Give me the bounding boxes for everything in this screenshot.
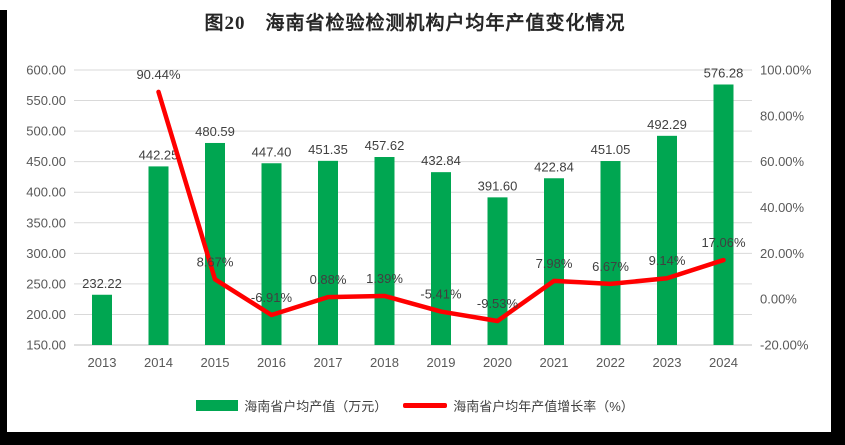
x-axis-label: 2014 [144, 355, 173, 370]
legend-line-label: 海南省户均年产值增长率（%） [453, 399, 634, 414]
bar-2018 [374, 157, 395, 345]
line-value-label: 1.39% [366, 271, 403, 286]
x-axis-label: 2024 [709, 355, 738, 370]
left-axis-tick: 300.00 [26, 246, 66, 261]
bar-value-label: 232.22 [82, 276, 122, 291]
bar-value-label: 576.28 [704, 65, 744, 80]
bar-2017 [318, 160, 338, 345]
x-axis-label: 2021 [540, 355, 569, 370]
chart-legend: 海南省户均产值（万元） 海南省户均年产值增长率（%） [0, 396, 830, 415]
legend-line-swatch-icon [403, 403, 448, 408]
bar-2014 [148, 166, 169, 345]
left-axis-tick: 450.00 [26, 154, 66, 169]
bar-value-label: 451.05 [591, 142, 631, 157]
right-axis-tick: 80.00% [760, 108, 805, 123]
left-axis-tick: 400.00 [26, 185, 66, 200]
bar-2013 [92, 294, 112, 345]
right-axis-tick: 40.00% [760, 200, 805, 215]
left-axis-tick: 550.00 [26, 93, 66, 108]
bar-2016 [261, 163, 282, 345]
right-axis-tick: 60.00% [760, 154, 805, 169]
chart-title: 图20 海南省检验检测机构户均年产值变化情况 [204, 13, 626, 34]
bar-2019 [431, 172, 451, 345]
right-axis-tick: 0.00% [760, 292, 797, 307]
right-axis-tick: 20.00% [760, 246, 805, 261]
line-value-label: 8.67% [197, 254, 234, 269]
left-axis-tick: 500.00 [26, 124, 66, 139]
right-axis-tick: 100.00% [760, 63, 812, 78]
line-value-label: 6.67% [592, 259, 629, 274]
bar-value-label: 432.84 [421, 153, 461, 168]
x-axis-label: 2016 [257, 355, 286, 370]
x-axis-label: 2020 [483, 355, 512, 370]
line-value-label: 7.98% [536, 256, 573, 271]
black-border-right [831, 0, 845, 445]
line-value-label: 9.14% [649, 253, 686, 268]
x-axis-label: 2022 [596, 355, 625, 370]
x-axis-label: 2015 [201, 355, 230, 370]
line-value-label: -9.53% [477, 296, 519, 311]
x-axis-label: 2013 [88, 355, 117, 370]
bar-2015 [205, 142, 225, 345]
bar-value-label: 480.59 [195, 124, 235, 139]
bar-value-label: 447.40 [252, 144, 292, 159]
left-axis-tick: 200.00 [26, 307, 66, 322]
growth-rate-line [156, 89, 726, 324]
line-value-label: 0.88% [310, 272, 347, 287]
right-axis-tick: -20.00% [760, 338, 809, 353]
legend-bar-label: 海南省户均产值（万元） [244, 399, 388, 414]
black-border-left [0, 10, 7, 445]
line-value-label: -6.91% [251, 290, 293, 305]
bar-2020 [487, 197, 508, 345]
left-axis-tick: 350.00 [26, 215, 66, 230]
bar-2024 [713, 84, 734, 346]
left-axis-tick: 150.00 [26, 338, 66, 353]
bar-value-label: 451.35 [308, 142, 348, 157]
bar-2021 [544, 178, 564, 345]
x-axis-label: 2019 [427, 355, 456, 370]
line-value-label: 90.44% [136, 67, 181, 82]
x-axis-label: 2017 [314, 355, 343, 370]
left-axis-tick: 600.00 [26, 63, 66, 78]
bar-2023 [657, 135, 677, 345]
legend-bar-swatch-icon [196, 400, 239, 411]
bar-value-label: 422.84 [534, 159, 574, 174]
bar-value-label: 492.29 [647, 117, 687, 132]
bar-value-label: 457.62 [365, 138, 405, 153]
bar-2022 [600, 161, 621, 345]
x-axis-label: 2023 [653, 355, 682, 370]
x-axis-label: 2018 [370, 355, 399, 370]
black-border-bottom [0, 432, 845, 445]
bar-value-label: 442.25 [139, 147, 179, 162]
line-value-label: -5.41% [420, 287, 462, 302]
bar-value-label: 391.60 [478, 178, 518, 193]
left-axis-tick: 250.00 [26, 276, 66, 291]
line-value-label: 17.06% [701, 235, 746, 250]
